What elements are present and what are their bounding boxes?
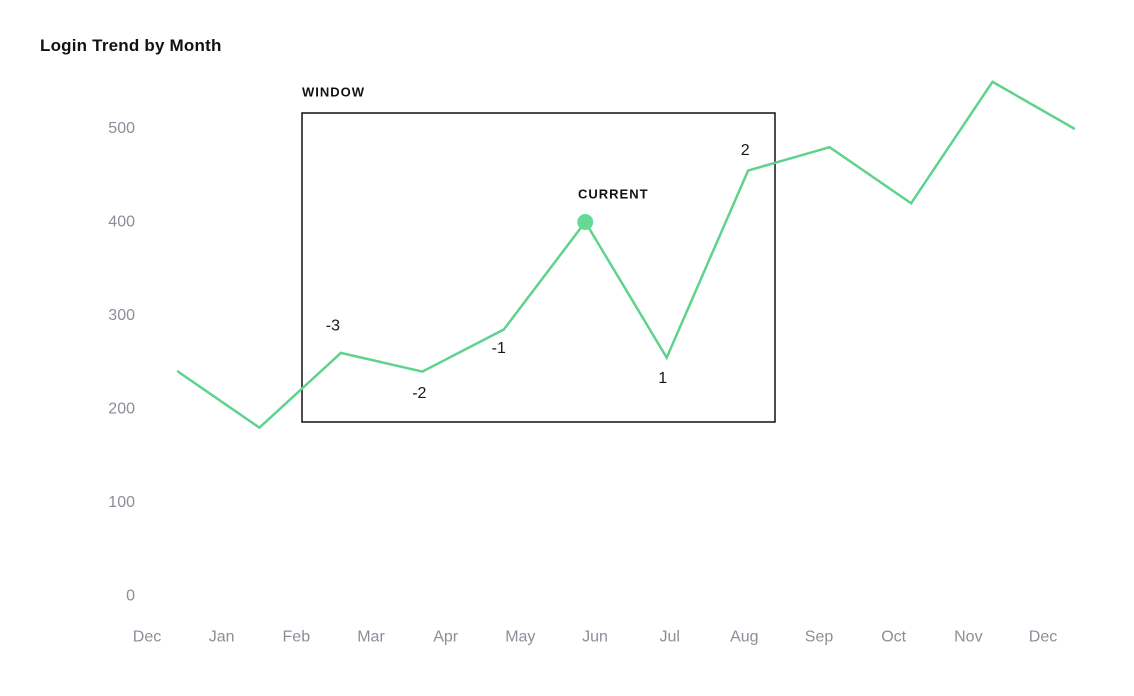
window-label: WINDOW	[302, 85, 365, 100]
point-offset-label: -2	[412, 385, 426, 402]
y-axis-tick-label: 300	[108, 307, 135, 324]
x-axis-month-label: Mar	[357, 629, 385, 646]
point-offset-label: 2	[741, 142, 750, 159]
x-axis-month-label: Jan	[209, 629, 235, 646]
x-axis-month-label: Dec	[133, 629, 161, 646]
y-axis-tick-label: 400	[108, 214, 135, 231]
window-rect[interactable]	[301, 112, 776, 423]
x-axis-month-label: Apr	[433, 629, 459, 646]
point-offset-label: -3	[326, 317, 340, 334]
trend-line	[176, 80, 1076, 430]
y-axis-tick-label: 200	[108, 401, 135, 418]
point-offset-label: 1	[658, 370, 667, 387]
point-offset-label: -1	[492, 340, 506, 357]
x-axis-month-label: Dec	[1029, 629, 1057, 646]
x-axis-month-label: Oct	[881, 629, 906, 646]
current-label: CURRENT	[578, 187, 649, 202]
x-axis-month-label: Sep	[805, 629, 834, 646]
chart-title: Login Trend by Month	[40, 36, 222, 55]
y-axis-tick-label: 0	[126, 588, 135, 605]
x-axis-month-label: Jul	[659, 629, 679, 646]
x-axis-month-label: Jun	[582, 629, 608, 646]
x-axis-month-label: May	[505, 629, 535, 646]
y-axis-tick-label: 100	[108, 494, 135, 511]
x-axis-month-label: Nov	[954, 629, 982, 646]
x-axis-month-label: Feb	[283, 629, 311, 646]
y-axis-tick-label: 500	[108, 120, 135, 137]
x-axis-month-label: Aug	[730, 629, 758, 646]
current-point-dot[interactable]	[577, 214, 594, 230]
